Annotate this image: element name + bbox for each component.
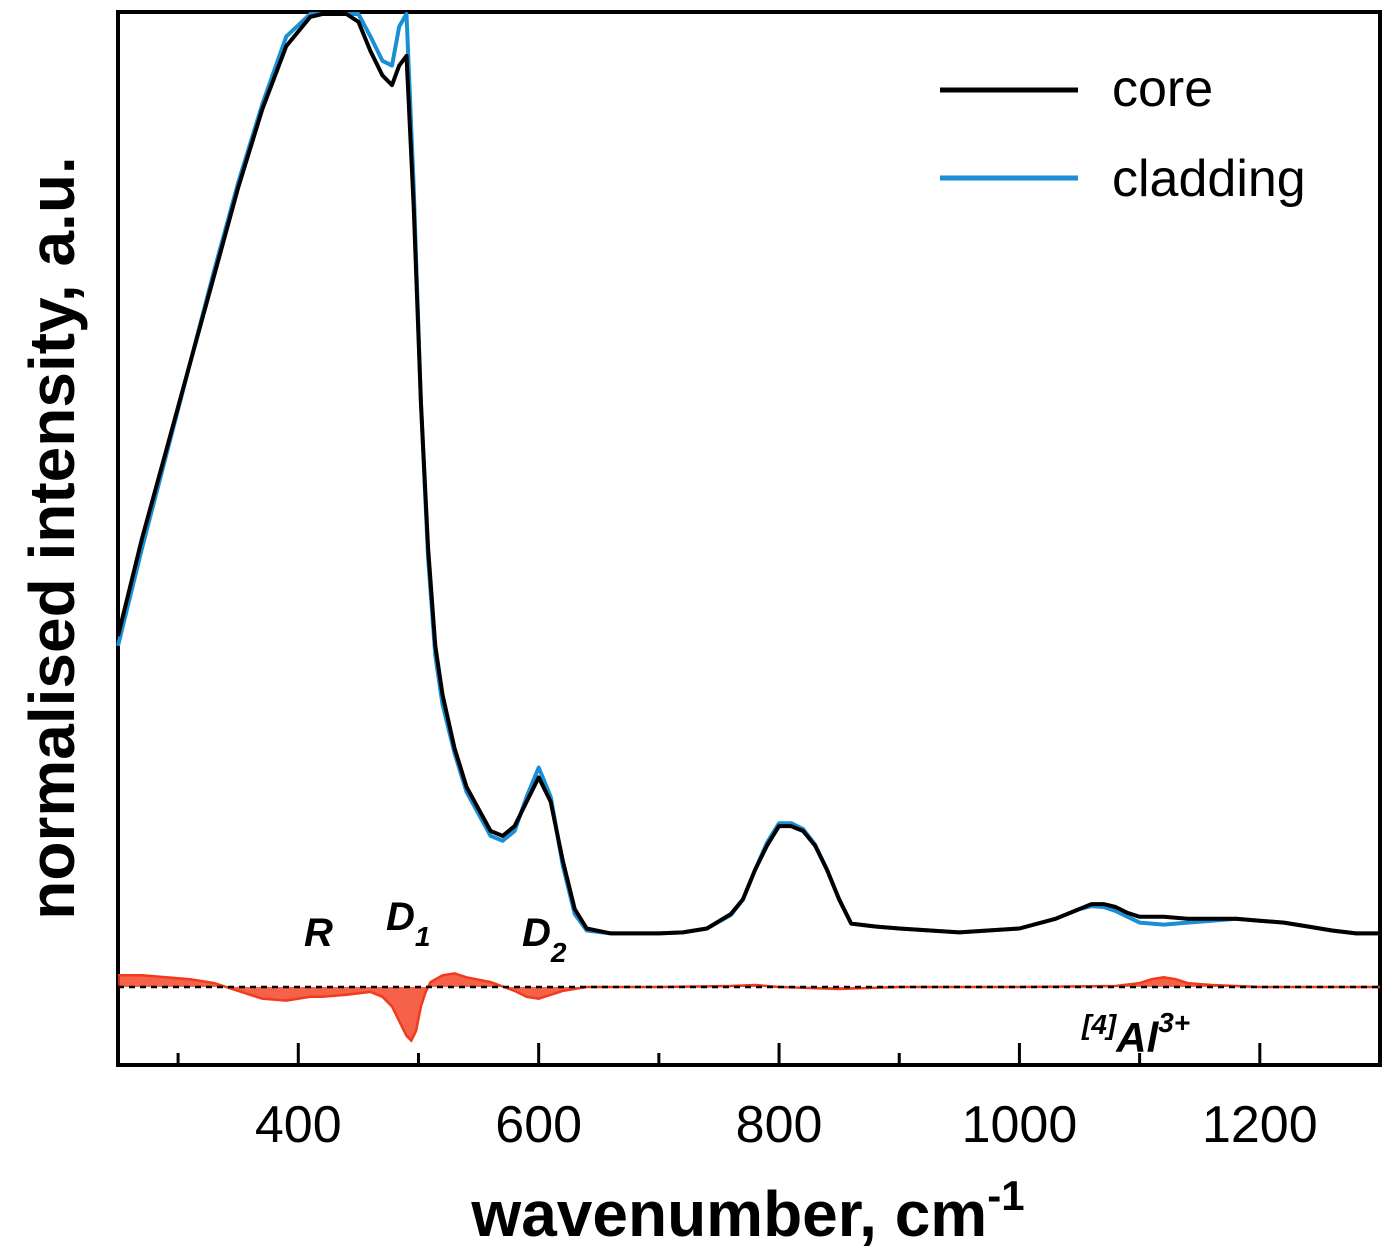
annotation-al-sup: 3+: [1158, 1007, 1190, 1038]
difference-line: [118, 972, 1380, 1043]
annotations: R D1 D2 [4]Al3+: [304, 895, 1190, 1061]
annotation-d2-main: D: [522, 911, 551, 955]
annotation-d1-sub: 1: [415, 921, 431, 952]
x-axis-tick-labels: 400 600 800 1000 1200: [255, 1096, 1318, 1154]
x-axis-ticks: [176, 1043, 1262, 1065]
x-axis-title: wavenumber, cm-1: [470, 1172, 1024, 1250]
core-series-line: [116, 12, 1380, 936]
annotation-d1-main: D: [386, 895, 415, 939]
x-tick-label-600: 600: [495, 1096, 582, 1154]
legend: core cladding: [940, 60, 1306, 208]
x-tick-label-800: 800: [736, 1096, 823, 1154]
annotation-d2: D2: [522, 911, 567, 968]
annotation-al-pre: [4]: [1081, 1009, 1118, 1040]
x-axis-title-main: wavenumber, cm: [470, 1178, 987, 1250]
plot-frame: [116, 10, 1382, 1067]
annotation-d2-sub: 2: [550, 937, 567, 968]
y-axis-title: normalised intensity, a.u.: [16, 156, 88, 919]
annotation-al: [4]Al3+: [1081, 1007, 1190, 1061]
x-tick-label-400: 400: [255, 1096, 342, 1154]
x-tick-label-1200: 1200: [1202, 1096, 1318, 1154]
annotation-r: R: [304, 911, 333, 955]
annotation-d1: D1: [386, 895, 430, 952]
annotation-al-main: Al: [1115, 1014, 1159, 1061]
legend-cladding-label: cladding: [1112, 150, 1306, 208]
legend-core-label: core: [1112, 60, 1213, 118]
x-tick-label-1000: 1000: [962, 1096, 1078, 1154]
difference-series: [118, 972, 1380, 1043]
x-axis-title-sup: -1: [987, 1172, 1024, 1219]
